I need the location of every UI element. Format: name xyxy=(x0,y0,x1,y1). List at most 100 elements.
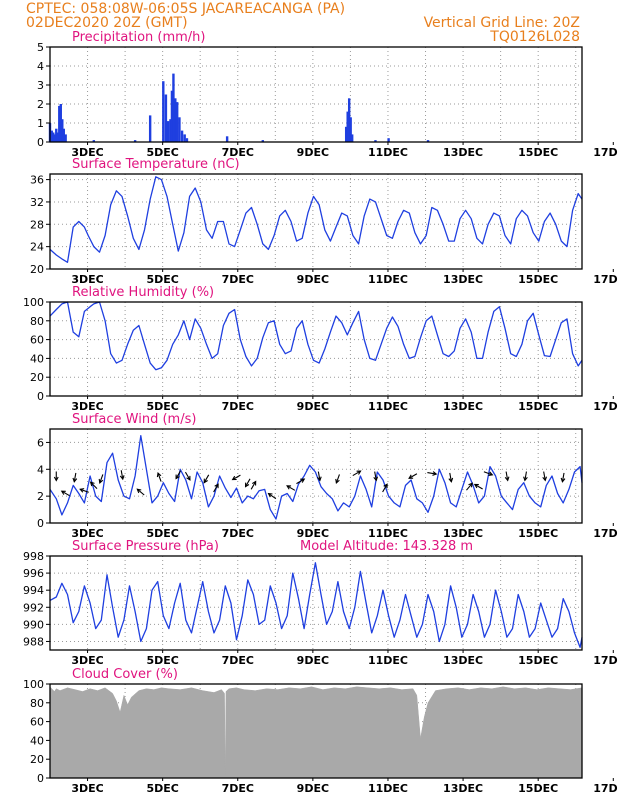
wind-ytick-label: 4 xyxy=(37,463,44,476)
precip-bar xyxy=(92,140,96,142)
wind-arrow-shaft xyxy=(286,485,296,491)
wind-arrow-shaft xyxy=(245,478,251,487)
wind-arrow xyxy=(60,490,70,497)
wind-arrow-shaft xyxy=(352,470,361,477)
wind-arrow-shaft xyxy=(213,483,219,493)
precip-bar xyxy=(62,128,65,142)
wind-arrow-head xyxy=(89,481,95,487)
wind-arrow xyxy=(523,471,528,482)
humidity-xtick-label: 11DEC xyxy=(368,400,408,413)
pressure-title: Surface Pressure (hPa) xyxy=(72,539,219,554)
precip-bar xyxy=(261,140,265,142)
wind-arrow xyxy=(335,474,340,484)
wind-arrow-shaft xyxy=(505,471,509,481)
cloud-xtick-label: 7DEC xyxy=(222,782,254,795)
wind-arrow-shaft xyxy=(382,483,388,493)
wind-arrow xyxy=(250,480,257,490)
pressure-xtick-label: 3DEC xyxy=(71,654,103,667)
humidity-frame xyxy=(49,301,583,397)
pressure-ytick-label: 990 xyxy=(23,618,44,631)
wind-frame xyxy=(49,428,583,524)
wind-arrow-head xyxy=(136,488,142,494)
precip-ytick-label: 1 xyxy=(37,117,44,130)
wind-arrow-head xyxy=(214,483,219,489)
precip-bar xyxy=(148,115,152,142)
humidity-ytick-label: 40 xyxy=(30,352,44,365)
wind-arrow xyxy=(175,470,182,480)
wind-xtick-label: 7DEC xyxy=(222,527,254,540)
wind-arrow-shaft xyxy=(466,482,473,491)
precip-bar xyxy=(172,73,175,142)
precip-ytick-label: 0 xyxy=(37,136,44,149)
wind-arrow-head xyxy=(523,476,528,482)
wind-arrow-shaft xyxy=(561,472,565,482)
wind-arrow-shaft xyxy=(524,471,527,481)
wind-ytick-label: 2 xyxy=(37,490,44,503)
wind-arrow-shaft xyxy=(175,470,182,479)
wind-arrow-head xyxy=(356,470,362,475)
wind-arrow xyxy=(203,474,210,484)
wind-arrow xyxy=(466,482,473,491)
precip-bar xyxy=(166,121,170,142)
precip-bar xyxy=(56,132,59,142)
wind-arrow xyxy=(473,483,483,490)
cloud-ytick-label: 20 xyxy=(30,753,44,766)
humidity-ytick-label: 80 xyxy=(30,315,44,328)
precip-bar xyxy=(349,117,352,142)
precip-bar xyxy=(225,136,229,142)
temp-xtick-label: 15DEC xyxy=(518,273,558,286)
wind-arrow-head xyxy=(335,478,340,484)
precip-bar xyxy=(374,140,377,142)
cloud-xtick-label: 15DEC xyxy=(518,782,558,795)
precip-bar xyxy=(55,128,58,142)
humidity-ytick-label: 20 xyxy=(30,371,44,384)
temp-ytick-label: 36 xyxy=(30,174,44,187)
wind-arrow-shaft xyxy=(317,471,321,481)
wind-arrow xyxy=(231,474,241,481)
wind-arrow-shaft xyxy=(73,472,77,482)
plots: 0 1 2 3 4 5 3DEC 5DEC 7DEC 9DEC 11DEC 13DEC 15DEC 17D… xyxy=(23,41,618,795)
wind-arrow-head xyxy=(244,482,250,488)
precip-ytick-label: 3 xyxy=(37,79,44,92)
wind-arrow-head xyxy=(251,480,257,486)
precip-bar xyxy=(347,98,351,142)
pressure-xtick-label: 7DEC xyxy=(222,654,254,667)
wind-arrow xyxy=(72,472,78,483)
humidity-xtick-label: 7DEC xyxy=(222,400,254,413)
humidity-ytick-label: 100 xyxy=(23,296,44,309)
humidity-title: Relative Humidity (%) xyxy=(72,285,214,300)
wind-arrow xyxy=(352,470,362,477)
wind-arrow-shaft xyxy=(203,474,210,483)
temp-xtick-label: 17DEC xyxy=(593,273,618,286)
precip-xtick-label: 7DEC xyxy=(222,146,254,159)
wind-arrow-head xyxy=(231,475,237,481)
wind-arrow-head xyxy=(79,488,85,493)
wind-arrow-shaft xyxy=(232,474,241,481)
humidity-xtick-label: 13DEC xyxy=(443,400,483,413)
wind-arrow-head xyxy=(383,483,388,489)
wind-arrow xyxy=(267,492,277,500)
wind-ytick-label: 6 xyxy=(37,436,44,449)
wind-arrow-head xyxy=(267,492,273,498)
wind-arrow xyxy=(244,478,251,488)
precip-ytick-label: 5 xyxy=(37,41,44,54)
wind-title: Surface Wind (m/s) xyxy=(72,412,196,427)
wind-arrow-head xyxy=(53,476,59,482)
precip-ytick-label: 2 xyxy=(37,98,44,111)
precip-bar xyxy=(52,132,55,142)
precip-bar xyxy=(346,111,349,142)
wind-series-line xyxy=(49,435,583,520)
wind-arrow-head xyxy=(60,490,66,495)
wind-arrow-shaft xyxy=(335,474,340,484)
wind-arrow-head xyxy=(119,475,125,481)
precip-bar xyxy=(53,134,56,142)
wind-arrow-head xyxy=(542,476,548,482)
precip-title: Precipitation (mm/h) xyxy=(72,30,205,45)
precip-bar xyxy=(350,134,354,142)
wind-arrow-head xyxy=(286,485,292,490)
wind-arrow-shaft xyxy=(90,481,98,489)
precip-bar xyxy=(59,104,62,142)
precip-xtick-label: 3DEC xyxy=(71,146,103,159)
